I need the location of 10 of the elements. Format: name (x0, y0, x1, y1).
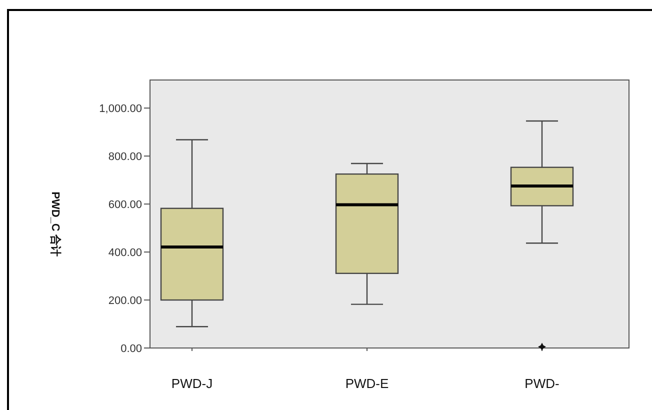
y-axis-title: PWD_C 合计 (49, 192, 62, 256)
y-tick-label: 0.00 (120, 343, 142, 355)
x-tick-label: PWD-J (171, 376, 213, 391)
y-tick-label: 1,000.00 (99, 103, 142, 116)
x-tick-label: PWD- (524, 376, 560, 391)
y-tick-label: 800.00 (108, 151, 142, 164)
y-tick-label: 200.00 (108, 295, 142, 308)
y-tick-label: 600.00 (108, 199, 142, 212)
y-tick-label: 400.00 (108, 247, 142, 260)
x-tick-label: PWD-E (345, 376, 389, 391)
